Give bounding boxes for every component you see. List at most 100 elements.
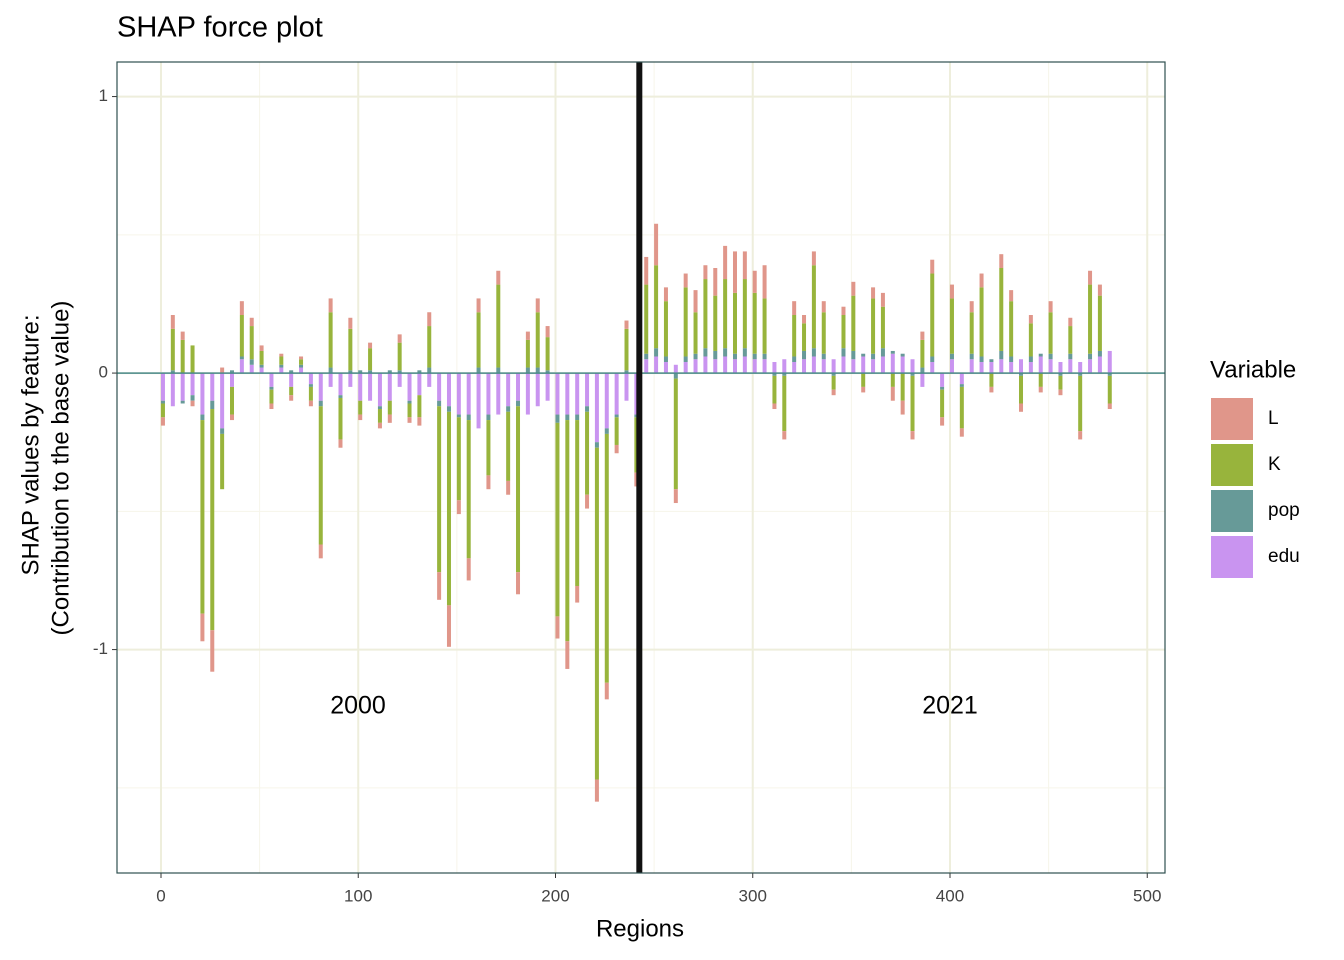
bar-segment [900,400,905,415]
bar-segment [979,287,984,357]
bar-segment [930,362,935,374]
bar-segment [308,400,313,407]
bar-segment [1078,431,1083,440]
bar-segment [802,350,807,360]
bar-segment [624,373,629,401]
bar-segment [683,287,688,357]
bar-segment [1058,389,1063,396]
bar-segment [249,359,254,365]
bar-segment [782,373,787,376]
bar-segment [545,373,550,401]
bar-segment [772,403,777,410]
bar-segment [575,420,580,586]
bar-segment [1009,356,1014,363]
bar-segment [259,350,264,365]
bar-segment [1068,353,1073,360]
bar-segment [368,342,373,349]
bar-segment [861,353,866,357]
bar-segment [1058,375,1063,390]
bar-segment [1088,270,1093,285]
bar-segment [535,367,540,374]
bar-segment [614,414,619,418]
bar-segment [890,353,895,374]
bar-segment [831,359,836,374]
bar-segment [160,403,165,418]
bar-segment [535,312,540,368]
bar-segment [220,373,225,429]
bar-segment [821,359,826,374]
bar-segment [713,350,718,360]
bar-segment [289,373,294,387]
bar-segment [624,328,629,371]
bar-segment [742,356,747,374]
bar-segment [604,433,609,683]
bar-segment [269,386,274,390]
bar-segment [506,406,511,412]
bar-segment [279,353,284,357]
bar-segment [249,326,254,360]
bar-segment [831,375,836,390]
bar-segment [1009,290,1014,302]
bar-segment [1058,362,1063,374]
bar-segment [762,353,767,360]
bar-segment [1038,353,1043,357]
bar-segment [910,375,915,432]
bar-segment [999,254,1004,268]
bar-segment [673,364,678,374]
bar-segment [368,370,373,374]
bar-segment [1107,375,1112,404]
x-tick-label: 0 [156,886,165,905]
bar-segment [446,406,451,412]
bar-segment [170,373,175,407]
legend-label: K [1268,454,1281,475]
bar-segment [190,345,195,374]
bar-segment [811,356,816,374]
bar-segment [466,420,471,559]
bar-segment [200,414,205,421]
bar-segment [180,331,185,340]
bar-segment [585,494,590,509]
legend-key [1211,444,1253,486]
bar-segment [644,359,649,374]
bar-segment [703,279,708,349]
bar-segment [811,251,816,266]
bar-segment [851,281,856,296]
bar-segment [289,386,294,396]
bar-segment [338,373,343,396]
bar-segment [289,370,294,374]
bar-segment [821,312,826,354]
bar-segment [259,364,264,368]
bar-segment [299,356,304,360]
bar-segment [279,367,284,374]
bar-segment [437,400,442,407]
bar-segment [397,370,402,374]
x-tick-label: 300 [739,886,767,905]
bar-segment [190,400,195,407]
bar-segment [831,373,836,376]
bar-segment [742,251,747,280]
bar-segment [1048,312,1053,354]
bar-segment [417,373,422,396]
bar-segment [259,367,264,374]
bar-segment [328,367,333,374]
bar-segment [1107,403,1112,410]
bar-segment [752,292,757,354]
bar-segment [969,359,974,374]
bar-segment [397,342,402,371]
bar-segment [476,312,481,368]
bar-segment [377,373,382,407]
bar-segment [1058,373,1063,376]
bar-segment [969,312,974,354]
bar-segment [949,298,954,354]
bar-segment [160,373,165,401]
bar-segment [969,301,974,313]
bar-segment [417,395,422,418]
bar-segment [1009,301,1014,357]
bar-segment [871,353,876,360]
bar-segment [348,373,353,387]
bar-segment [604,428,609,434]
bar-segment [762,298,767,354]
bar-segment [427,312,432,327]
annotation: 2000 [330,692,386,720]
